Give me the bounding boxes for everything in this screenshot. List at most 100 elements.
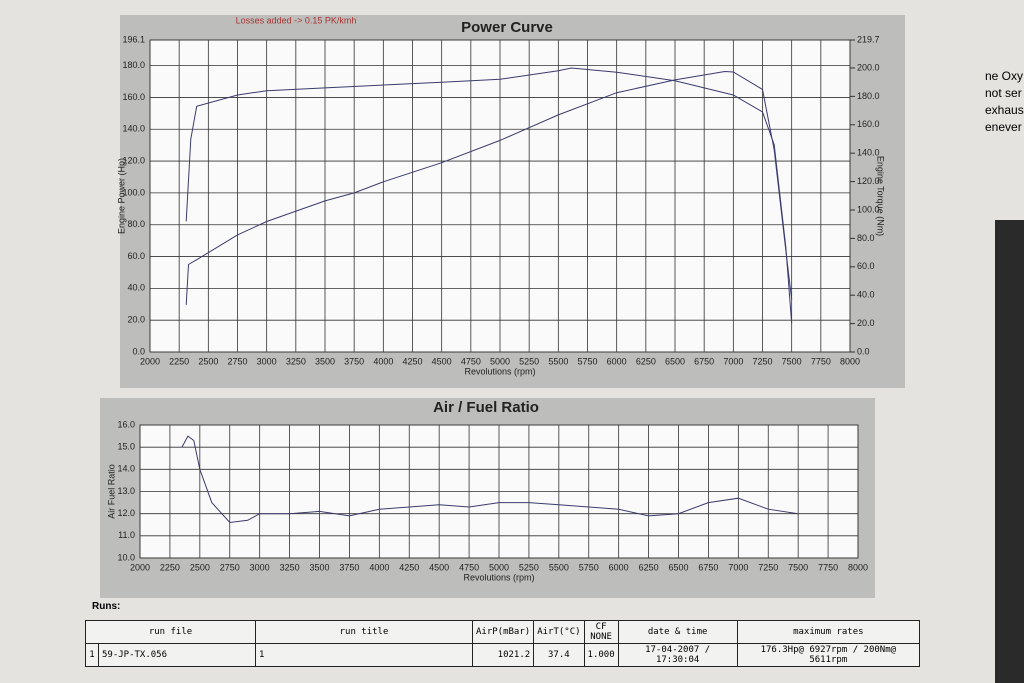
y-tick-label: 0.0 (132, 346, 145, 356)
side-line: enever (985, 120, 1022, 134)
background-edge (995, 220, 1024, 683)
x-tick-label: 2000 (140, 356, 160, 366)
x-tick-label: 6500 (668, 562, 688, 572)
x-tick-label: 7500 (782, 356, 802, 366)
data-line (185, 70, 793, 305)
y2-tick-label: 60.0 (857, 261, 875, 271)
x-tick-label: 5750 (579, 562, 599, 572)
x-tick-label: 5500 (548, 356, 568, 366)
td: 37.4 (533, 643, 585, 667)
x-tick-label: 4250 (399, 562, 419, 572)
x-tick-label: 4750 (461, 356, 481, 366)
x-tick-label: 6750 (698, 562, 718, 572)
x-tick-label: 4000 (369, 562, 389, 572)
th: AirP(mBar) (471, 620, 535, 644)
x-tick-label: 7750 (811, 356, 831, 366)
y-tick-label: 60.0 (127, 251, 145, 261)
y2-tick-label: 100.0 (857, 204, 880, 214)
chart-title: Air / Fuel Ratio (433, 399, 539, 416)
y2-axis-label: Engine Torque (Nm) (876, 156, 886, 236)
x-tick-label: 3750 (339, 562, 359, 572)
x-tick-label: 6000 (609, 562, 629, 572)
y-tick-label: 180.0 (122, 60, 145, 70)
x-tick-label: 5750 (577, 356, 597, 366)
y-tick-label: 140.0 (122, 124, 145, 134)
td: 1 (255, 643, 473, 667)
y2-tick-label: 80.0 (857, 233, 875, 243)
x-tick-label: 4000 (373, 356, 393, 366)
x-tick-label: 7250 (752, 356, 772, 366)
y-tick-label: 12.0 (117, 508, 135, 518)
y2-tick-label: 40.0 (857, 290, 875, 300)
y-tick-label: 13.0 (117, 486, 135, 496)
y-tick-label: 120.0 (122, 155, 145, 165)
x-tick-label: 2750 (227, 356, 247, 366)
x-tick-label: 7250 (758, 562, 778, 572)
side-line: not ser (985, 86, 1022, 100)
y-tick-label: 14.0 (117, 464, 135, 474)
y-tick-label: 11.0 (118, 530, 135, 540)
x-tick-label: 4750 (459, 562, 479, 572)
side-line: exhaus (985, 103, 1024, 117)
th: CF NONE (583, 620, 619, 644)
x-tick-label: 6250 (636, 356, 656, 366)
td: 17-04-2007 / 17:30:04 (617, 643, 738, 667)
annotation: Losses added -> 0.15 PK/kmh (236, 15, 357, 25)
y-tick-label: 100.0 (122, 187, 145, 197)
x-tick-label: 3000 (257, 356, 277, 366)
x-tick-label: 7000 (728, 562, 748, 572)
y-tick-label: 196.1 (122, 34, 145, 44)
chart-title: Power Curve (461, 19, 553, 36)
x-tick-label: 3000 (250, 562, 270, 572)
data-line (181, 435, 799, 524)
x-tick-label: 2000 (130, 562, 150, 572)
th-line: CF (595, 622, 607, 632)
y-tick-label: 80.0 (127, 219, 145, 229)
x-tick-label: 5500 (549, 562, 569, 572)
y-tick-label: 16.0 (117, 419, 135, 429)
side-text: ne Oxy not ser exhaus enever (985, 68, 1024, 136)
td: 1021.2 (471, 643, 535, 667)
x-tick-label: 6250 (639, 562, 659, 572)
th: run file (85, 620, 256, 644)
y-tick-label: 10.0 (117, 552, 135, 562)
y-tick-label: 160.0 (122, 92, 145, 102)
th: maximum rates (736, 620, 921, 644)
x-tick-label: 4250 (402, 356, 422, 366)
x-tick-label: 2750 (220, 562, 240, 572)
x-tick-label: 3500 (315, 356, 335, 366)
x-tick-label: 2500 (198, 356, 218, 366)
runs-label: Runs: (92, 601, 121, 612)
side-line: ne Oxy (985, 69, 1024, 83)
y2-tick-label: 20.0 (857, 318, 875, 328)
x-tick-label: 7500 (788, 562, 808, 572)
x-axis-label: Revolutions (rpm) (463, 572, 534, 582)
x-tick-label: 7000 (723, 356, 743, 366)
x-tick-label: 5000 (489, 562, 509, 572)
x-tick-label: 8000 (840, 356, 860, 366)
runs-table: run file run title AirP(mBar) AirT(°C) C… (85, 620, 921, 667)
y2-tick-label: 160.0 (857, 119, 880, 129)
y2-tick-label: 0.0 (857, 346, 870, 356)
y-axis-label: Engine Power (Hp) (116, 158, 126, 234)
x-tick-label: 7750 (818, 562, 838, 572)
td: 59-JP-TX.056 (98, 643, 256, 667)
x-tick-label: 3250 (280, 562, 300, 572)
x-tick-label: 3750 (344, 356, 364, 366)
x-tick-label: 6750 (694, 356, 714, 366)
data-line (185, 67, 793, 324)
y2-tick-label: 180.0 (857, 91, 880, 101)
x-tick-label: 2500 (190, 562, 210, 572)
y2-tick-label: 120.0 (857, 176, 880, 186)
y-tick-label: 15.0 (117, 442, 135, 452)
th: run title (255, 620, 473, 644)
x-axis-label: Revolutions (rpm) (464, 366, 535, 376)
x-tick-label: 6000 (607, 356, 627, 366)
y-axis-label: Air Fuel Ratio (106, 464, 116, 519)
x-tick-label: 2250 (169, 356, 189, 366)
th: AirT(°C) (533, 620, 585, 644)
x-tick-label: 3500 (309, 562, 329, 572)
y-tick-label: 20.0 (127, 315, 145, 325)
